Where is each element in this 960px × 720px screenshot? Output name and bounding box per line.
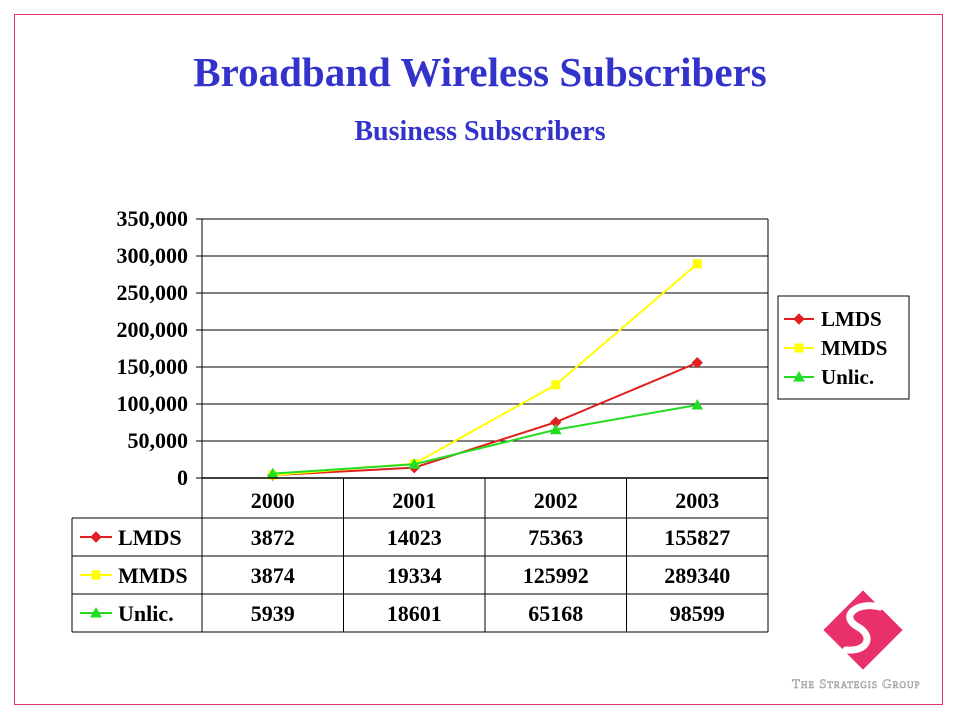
table-row-label: LMDS xyxy=(118,525,182,550)
data-point-unlic xyxy=(691,399,704,410)
logo-s-curve xyxy=(842,602,884,654)
table-cell: 155827 xyxy=(664,525,730,550)
data-point-unlic xyxy=(408,458,421,469)
data-point-mmds xyxy=(692,259,702,269)
table-row-label: MMDS xyxy=(118,563,188,588)
x-tick-label: 2001 xyxy=(392,488,436,513)
table-cell: 125992 xyxy=(523,563,589,588)
legend-label: LMDS xyxy=(821,307,882,331)
y-tick-label: 250,000 xyxy=(117,280,189,305)
data-table: 2000 2001 2002 2003 LMDS 3872 14023 75363 155827… xyxy=(71,477,769,633)
data-point-lmds xyxy=(691,356,703,369)
table-cell: 14023 xyxy=(387,525,442,550)
table-cell: 3874 xyxy=(251,563,295,588)
table-cell: 65168 xyxy=(528,601,583,626)
y-tick-label: 200,000 xyxy=(117,317,189,342)
slide-subtitle: Business Subscribers xyxy=(354,116,606,147)
y-tick-label: 150,000 xyxy=(117,354,189,379)
logo-text: The Strategis Group xyxy=(792,676,921,692)
legend-marker xyxy=(793,313,805,325)
series-lines xyxy=(266,259,704,481)
table-cell: 18601 xyxy=(387,601,442,626)
data-point-mmds xyxy=(551,380,561,390)
y-tick-label: 350,000 xyxy=(117,206,189,231)
axes: 0 50,000 100,000 150,000 200,000 250,000 300,0… xyxy=(117,206,769,490)
y-tick-label: 0 xyxy=(177,465,188,490)
series-line-mmds xyxy=(272,263,698,477)
table-legend-marker xyxy=(91,570,101,580)
table-cell: 3872 xyxy=(251,525,295,550)
legend-label: Unlic. xyxy=(821,365,874,389)
slide-title: Broadband Wireless Subscribers xyxy=(193,49,767,95)
legend-label: MMDS xyxy=(821,336,888,360)
slide-frame xyxy=(14,14,943,705)
table-row-label: Unlic. xyxy=(118,601,174,626)
y-tick-label: 100,000 xyxy=(117,391,189,416)
table-legend-marker xyxy=(90,531,102,543)
legend-marker xyxy=(793,370,805,382)
series-line-lmds xyxy=(272,361,698,477)
table-cell: 75363 xyxy=(528,525,583,550)
x-tick-label: 2000 xyxy=(251,488,295,513)
table-cell: 289340 xyxy=(664,563,730,588)
y-tick-label: 300,000 xyxy=(117,243,189,268)
strategis-logo-icon xyxy=(823,590,903,670)
table-legend-marker xyxy=(90,606,102,618)
gridlines xyxy=(202,218,768,442)
x-tick-label: 2003 xyxy=(675,488,719,513)
y-tick-label: 50,000 xyxy=(128,428,189,453)
series-line-unlic xyxy=(272,404,698,475)
legend: LMDS MMDS Unlic. xyxy=(777,295,910,400)
data-point-unlic xyxy=(549,423,562,435)
table-cell: 19334 xyxy=(387,563,442,588)
table-cell: 5939 xyxy=(251,601,295,626)
x-tick-label: 2002 xyxy=(534,488,578,513)
table-cell: 98599 xyxy=(670,601,725,626)
legend-marker xyxy=(794,343,804,353)
